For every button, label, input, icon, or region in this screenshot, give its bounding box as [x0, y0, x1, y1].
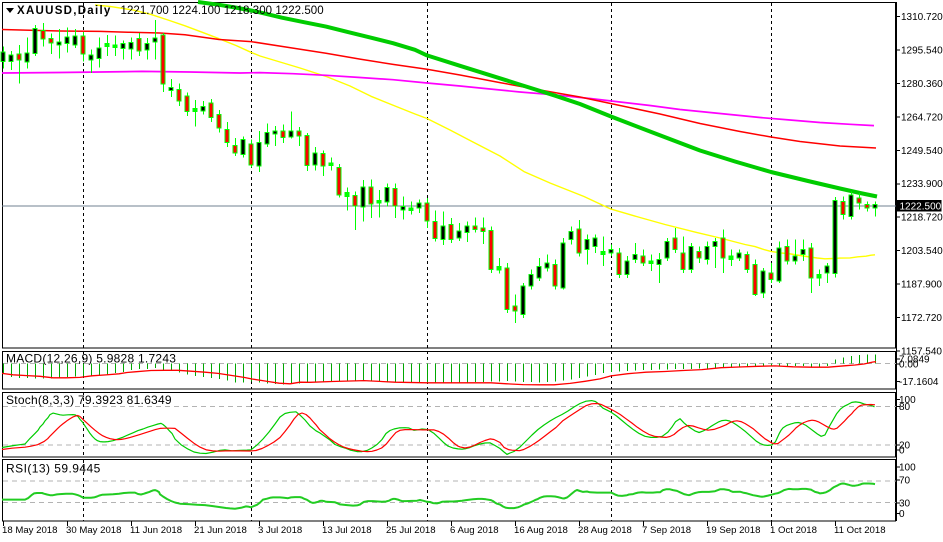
svg-text:RSI(13) 59.9445: RSI(13) 59.9445 [6, 462, 101, 476]
svg-text:MACD(12,26,9) 5.9828 1.7243: MACD(12,26,9) 5.9828 1.7243 [6, 352, 176, 366]
svg-text:1280.360: 1280.360 [901, 79, 943, 90]
svg-text:1222.500: 1222.500 [900, 202, 942, 213]
svg-text:11 Oct 2018: 11 Oct 2018 [834, 525, 886, 536]
svg-text:16 Aug 2018: 16 Aug 2018 [514, 525, 568, 536]
svg-text:13 Jul 2018: 13 Jul 2018 [322, 525, 372, 536]
svg-text:80: 80 [899, 402, 911, 413]
svg-text:1218.720: 1218.720 [901, 213, 943, 224]
svg-text:XAUUSD,Daily: XAUUSD,Daily [17, 5, 112, 17]
svg-text:30: 30 [899, 499, 911, 510]
svg-text:25 Jul 2018: 25 Jul 2018 [386, 525, 436, 536]
svg-text:1264.720: 1264.720 [901, 112, 943, 123]
svg-text:Stoch(8,3,3) 79.3923 81.6349: Stoch(8,3,3) 79.3923 81.6349 [6, 393, 172, 407]
svg-text:7.0849: 7.0849 [899, 355, 930, 366]
svg-text:1157.540: 1157.540 [901, 347, 942, 358]
svg-text:1249.540: 1249.540 [901, 146, 943, 157]
svg-text:30 May 2018: 30 May 2018 [66, 525, 121, 536]
svg-text:6 Aug 2018: 6 Aug 2018 [450, 525, 499, 536]
svg-text:0: 0 [899, 445, 905, 456]
svg-text:100: 100 [899, 463, 916, 474]
svg-text:70: 70 [899, 476, 911, 487]
svg-text:0: 0 [899, 509, 905, 520]
svg-text:1295.540: 1295.540 [901, 46, 943, 57]
svg-text:1172.720: 1172.720 [901, 313, 942, 324]
svg-text:19 Sep 2018: 19 Sep 2018 [706, 525, 760, 536]
svg-text:1 Oct 2018: 1 Oct 2018 [770, 525, 817, 536]
svg-text:1233.900: 1233.900 [901, 179, 943, 190]
svg-text:1187.900: 1187.900 [901, 280, 942, 291]
svg-text:0.00: 0.00 [899, 359, 919, 370]
svg-text:1221.700 1224.100 1218.300 122: 1221.700 1224.100 1218.300 1222.500 [121, 5, 324, 17]
svg-text:21 Jun 2018: 21 Jun 2018 [194, 525, 247, 536]
svg-text:28 Aug 2018: 28 Aug 2018 [578, 525, 632, 536]
svg-text:18 May 2018: 18 May 2018 [2, 525, 57, 536]
svg-text:100: 100 [899, 395, 916, 406]
svg-text:3 Jul 2018: 3 Jul 2018 [258, 525, 302, 536]
svg-text:7 Sep 2018: 7 Sep 2018 [642, 525, 691, 536]
svg-text:1310.720: 1310.720 [901, 12, 943, 23]
svg-text:20: 20 [899, 441, 911, 452]
svg-text:11 Jun 2018: 11 Jun 2018 [130, 525, 182, 536]
svg-text:1203.540: 1203.540 [901, 246, 943, 257]
svg-text:-17.1604: -17.1604 [899, 377, 939, 388]
